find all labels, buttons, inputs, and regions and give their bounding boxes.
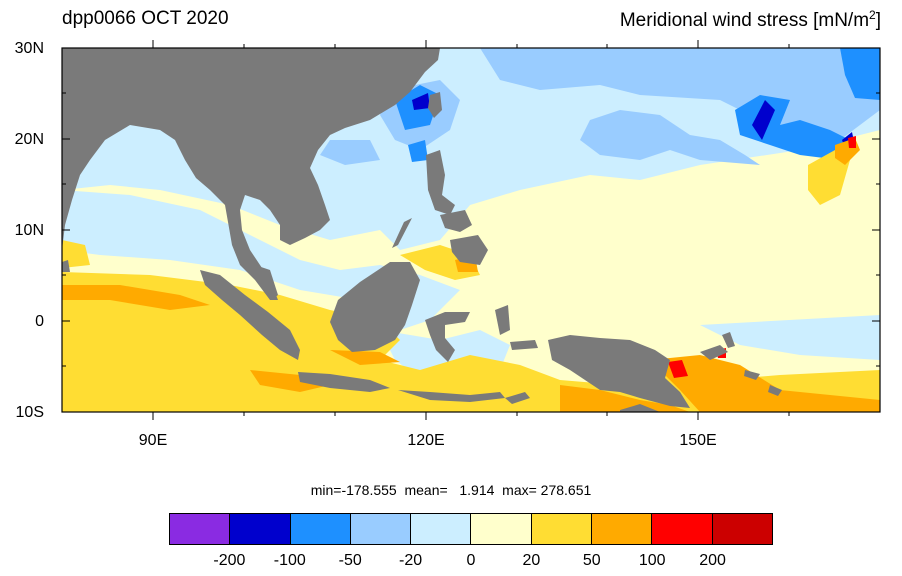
colorbar-swatch <box>170 514 231 544</box>
land-luzon <box>426 150 455 215</box>
plot-title-right: Meridional wind stress [mN/m2] <box>620 8 881 32</box>
band-100-200-ne <box>848 136 856 148</box>
band-neg50-20-taiwan <box>380 80 460 150</box>
band-50-100-borneo <box>330 350 400 365</box>
band-50-100-banda <box>560 385 690 412</box>
land-sumatra <box>200 270 300 360</box>
band-neg100-50-corner <box>840 48 880 100</box>
band-100-200-island <box>716 348 726 358</box>
land-australia-north <box>620 404 660 412</box>
colorbar-tick-label: -200 <box>213 552 246 569</box>
map-border <box>61 47 881 413</box>
plot-title-left: dpp0066 OCT 2020 <box>62 8 229 29</box>
land-asia <box>62 48 440 300</box>
band-50-100-png <box>650 355 880 412</box>
colorbar-tick-label: -100 <box>273 552 306 569</box>
land-halmahera <box>495 305 510 335</box>
land-philippines-mid <box>440 210 472 232</box>
land-hainan <box>298 146 312 160</box>
band-50-100-java <box>250 370 330 392</box>
lon-label-120e: 120E <box>407 432 445 449</box>
band-20-50-arabian <box>62 240 90 268</box>
band-neg50-20-ne <box>480 48 880 140</box>
band-neg100-50-luzon <box>408 140 428 162</box>
land-solomons-2 <box>768 385 782 396</box>
land-java <box>298 372 390 392</box>
axis-ticks <box>62 40 880 420</box>
land-new-britain <box>700 345 728 360</box>
lat-label-20n: 20N <box>14 131 44 148</box>
band-20-50-equatorial <box>62 272 880 412</box>
band-50-100-ne <box>835 138 860 165</box>
colorbar-swatch <box>290 514 351 544</box>
band-neg200-100-taiwan <box>412 93 430 110</box>
band-neg50-20-loop <box>580 110 760 165</box>
colorbar-swatch <box>471 514 532 544</box>
land-malay <box>255 265 278 300</box>
lat-label-30n: 30N <box>14 40 44 57</box>
stats-summary: min=-178.555 mean= 1.914 max= 278.651 <box>310 482 592 498</box>
band-neg20-0-east <box>700 315 880 360</box>
land-timor <box>505 392 530 404</box>
land-india <box>62 175 80 250</box>
land-borneo <box>330 262 420 352</box>
band-neg100-50-east <box>735 95 850 160</box>
land-sri-lanka <box>62 260 70 272</box>
title-right-sup: 2 <box>869 8 876 22</box>
band-neg200-100-east <box>752 100 775 140</box>
band-neg20-0-sw <box>62 375 90 395</box>
band-20-50-ne <box>808 150 850 205</box>
band-neg100-50-taiwan <box>395 85 440 130</box>
colorbar <box>169 513 773 545</box>
lat-label-10n: 10N <box>14 222 44 239</box>
band-20-50-philippine <box>400 245 480 280</box>
land-seram <box>510 340 538 350</box>
ocean-background <box>62 48 880 412</box>
lat-label-10s: 10S <box>15 404 44 421</box>
colorbar-swatch <box>230 514 291 544</box>
land-new-ireland <box>722 332 735 348</box>
land-palawan <box>392 218 412 248</box>
colorbar-swatch <box>531 514 593 544</box>
land-taiwan <box>428 92 442 118</box>
land-sulawesi <box>425 312 470 362</box>
lon-label-150e: 150E <box>679 432 717 449</box>
land-masses <box>62 48 782 412</box>
colorbar-tick-label: -20 <box>399 552 423 569</box>
band-neg20-0-west <box>62 190 460 330</box>
band-neg50-20-scs <box>320 140 380 165</box>
title-right-end: ] <box>875 10 881 31</box>
band-neg20-0-north <box>62 48 880 250</box>
colorbar-tick-label: 200 <box>699 552 726 569</box>
band-neg20-0-seas <box>380 330 510 385</box>
band-neg200-100-corner <box>842 132 855 148</box>
colorbar-swatch <box>712 514 772 544</box>
colorbar-swatch <box>350 514 412 544</box>
land-lesser-sunda <box>398 390 505 402</box>
band-50-100-mindanao <box>455 255 478 272</box>
colorbar-swatch <box>411 514 472 544</box>
map-field <box>62 48 880 412</box>
colorbar-tick-label: 100 <box>638 552 666 569</box>
land-mindanao <box>450 235 488 265</box>
colorbar-swatch <box>592 514 653 544</box>
colorbar-tick-label: 20 <box>522 552 541 569</box>
land-solomons <box>744 370 760 380</box>
colorbar-tick-label: 50 <box>582 552 601 569</box>
band-50-100-indian <box>62 285 210 310</box>
land-new-guinea <box>548 335 690 408</box>
lat-label-eq: 0 <box>35 313 44 330</box>
title-right-main: Meridional wind stress [mN/m <box>619 10 870 31</box>
colorbar-tick-label: -50 <box>338 552 362 569</box>
colorbar-tick-label: 0 <box>466 552 476 569</box>
lon-label-90e: 90E <box>138 432 168 449</box>
colorbar-swatch <box>652 514 713 544</box>
band-100-200-png <box>668 360 688 378</box>
